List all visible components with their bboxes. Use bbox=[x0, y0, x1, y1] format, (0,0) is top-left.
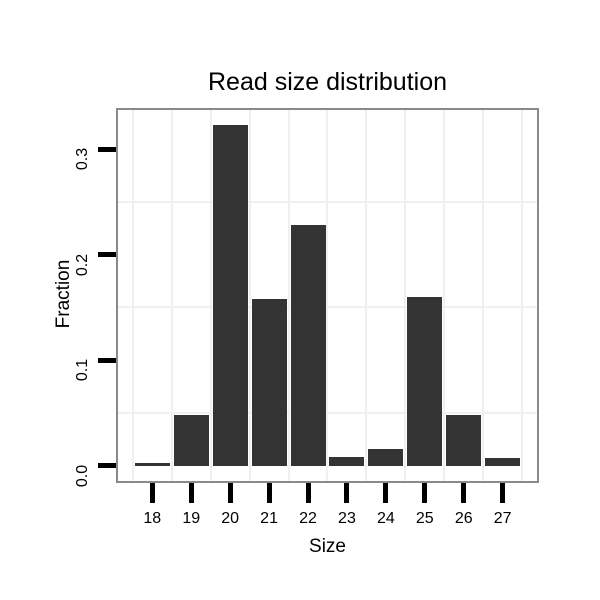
y-tick-0.0 bbox=[98, 463, 116, 468]
gridline-vertical bbox=[209, 110, 212, 481]
x-tick-label-23: 23 bbox=[338, 510, 356, 527]
x-tick-label-22: 22 bbox=[299, 510, 317, 527]
bar-19 bbox=[173, 414, 209, 466]
chart-title: Read size distribution bbox=[207, 68, 447, 96]
gridline-vertical bbox=[248, 110, 251, 481]
bar-18 bbox=[134, 462, 170, 466]
x-tick-27 bbox=[500, 483, 506, 503]
gridline-vertical bbox=[170, 110, 173, 481]
gridline-vertical bbox=[404, 110, 407, 481]
gridline-vertical bbox=[521, 110, 524, 481]
gridline-vertical bbox=[365, 110, 368, 481]
x-tick-label-24: 24 bbox=[376, 510, 395, 527]
y-tick-0.2 bbox=[98, 252, 116, 257]
gridline-horizontal bbox=[118, 411, 537, 414]
gridline-vertical bbox=[326, 110, 329, 481]
x-tick-23 bbox=[344, 483, 350, 503]
gridline-vertical bbox=[443, 110, 446, 481]
bar-20 bbox=[212, 124, 248, 466]
x-tick-26 bbox=[461, 483, 467, 503]
x-tick-label-20: 20 bbox=[221, 510, 240, 527]
x-tick-label-19: 19 bbox=[182, 510, 201, 527]
gridline-vertical bbox=[482, 110, 485, 481]
plot-panel bbox=[116, 108, 539, 483]
y-tick-0.1 bbox=[98, 357, 116, 363]
y-tick-label-0.3: 0.3 bbox=[74, 147, 91, 171]
gridline-horizontal bbox=[118, 306, 537, 309]
x-axis-title: Size bbox=[309, 536, 346, 557]
x-tick-19 bbox=[188, 483, 194, 503]
x-tick-21 bbox=[266, 483, 272, 503]
y-tick-label-0.1: 0.1 bbox=[74, 358, 91, 382]
x-tick-label-26: 26 bbox=[454, 510, 473, 527]
x-tick-label-25: 25 bbox=[415, 510, 434, 527]
bar-26 bbox=[446, 414, 482, 466]
bar-23 bbox=[329, 456, 365, 466]
y-tick-label-0.0: 0.0 bbox=[74, 464, 91, 487]
bar-22 bbox=[290, 224, 326, 466]
gridline-horizontal bbox=[118, 200, 537, 203]
bar-27 bbox=[485, 457, 521, 466]
x-tick-label-21: 21 bbox=[260, 510, 278, 527]
x-tick-24 bbox=[383, 483, 389, 503]
y-axis-title: Fraction bbox=[53, 259, 74, 329]
x-tick-25 bbox=[422, 483, 428, 503]
x-tick-20 bbox=[227, 483, 233, 503]
y-tick-label-0.2: 0.2 bbox=[74, 253, 91, 276]
x-tick-label-18: 18 bbox=[143, 510, 162, 527]
gridline-vertical bbox=[287, 110, 290, 481]
x-tick-18 bbox=[149, 483, 155, 503]
bar-24 bbox=[368, 448, 404, 466]
bar-21 bbox=[251, 298, 287, 466]
gridline-vertical bbox=[131, 110, 134, 481]
x-tick-label-27: 27 bbox=[493, 510, 512, 527]
x-tick-22 bbox=[305, 483, 311, 503]
y-tick-0.3 bbox=[98, 146, 116, 152]
bar-25 bbox=[407, 296, 443, 466]
